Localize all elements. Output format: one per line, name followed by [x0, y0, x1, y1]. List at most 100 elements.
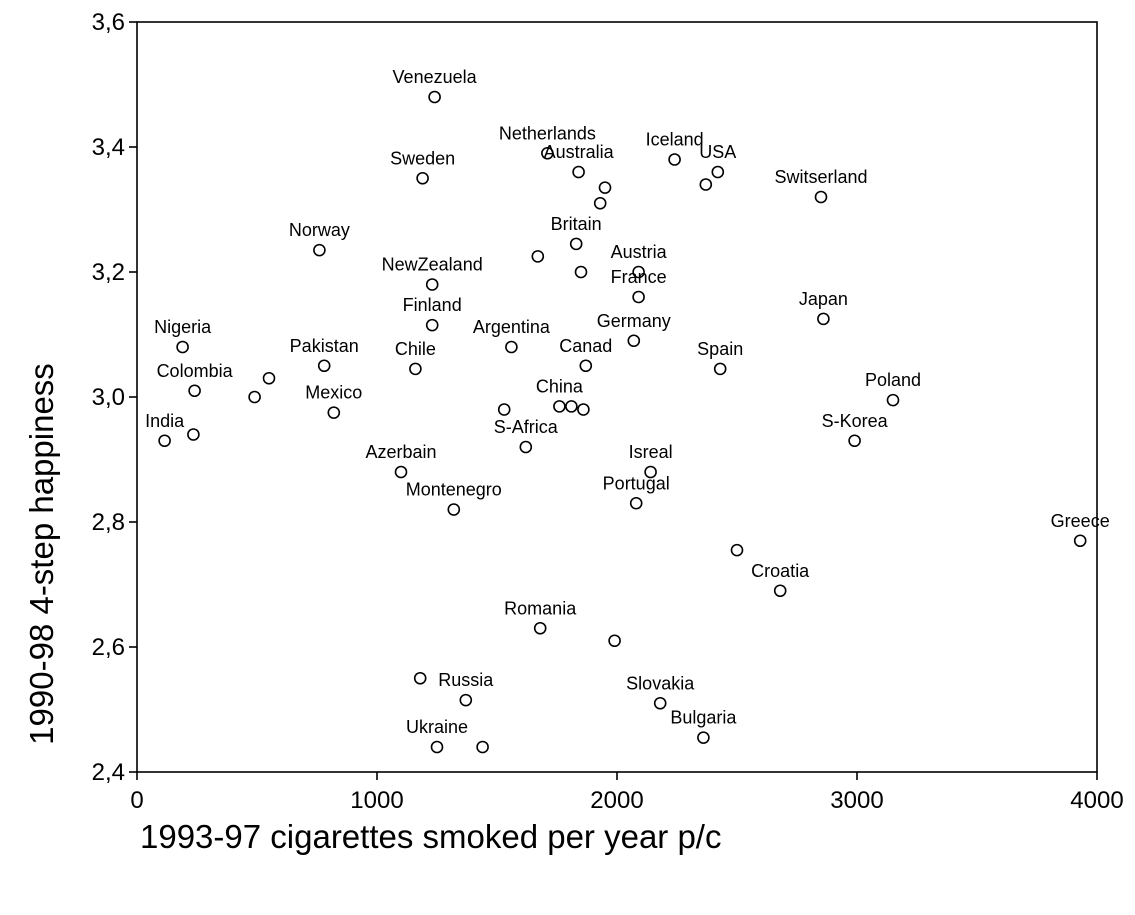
data-point [187, 428, 200, 441]
y-tick-label: 3,4 [92, 134, 125, 161]
point-label: USA [699, 142, 736, 162]
data-point [497, 403, 511, 416]
data-point [565, 400, 578, 413]
data-point [158, 434, 171, 448]
point-label: Iceland [646, 130, 704, 150]
x-tick-label: 4000 [1070, 787, 1123, 814]
data-point [188, 384, 201, 398]
data-point [814, 190, 828, 204]
data-point [428, 90, 441, 104]
point-label: NewZealand [382, 255, 483, 275]
data-point [644, 465, 657, 479]
point-label: France [611, 267, 667, 287]
point-label: Ukraine [406, 717, 468, 737]
point-label: Austria [611, 242, 668, 262]
x-tick-label: 0 [130, 787, 143, 814]
x-tick-label: 2000 [590, 787, 643, 814]
y-tick-label: 2,6 [92, 634, 125, 661]
data-point [425, 278, 439, 291]
data-point [668, 153, 681, 166]
data-point [598, 181, 612, 194]
data-point [773, 584, 787, 598]
y-axis: 2,4 2,6 2,8 3,0 3,2 3,4 3,6 [92, 9, 137, 786]
data-point [653, 696, 667, 710]
data-point [817, 312, 830, 326]
y-tick-label: 2,8 [92, 509, 125, 536]
point-label: Chile [395, 339, 436, 359]
data-point [632, 265, 645, 279]
y-axis-title: 1990-98 4-step happiness [23, 363, 60, 745]
data-point [579, 359, 593, 373]
point-label: Switserland [774, 167, 867, 187]
plot-frame [136, 21, 1098, 773]
data-point [711, 165, 725, 179]
data-point [327, 406, 341, 419]
point-label: Slovakia [626, 673, 695, 693]
data-point [248, 390, 261, 404]
data-point [531, 250, 545, 263]
data-point [569, 237, 583, 251]
y-tick-label: 3,6 [92, 9, 125, 36]
data-point [627, 334, 641, 348]
data-point [394, 465, 408, 479]
data-point [593, 196, 607, 210]
point-label: Montenegro [406, 480, 502, 500]
point-label: Romania [504, 598, 577, 618]
point-label: Isreal [629, 442, 673, 462]
y-tick-label: 2,4 [92, 759, 125, 786]
point-label: Russia [438, 670, 494, 690]
data-point [476, 740, 489, 754]
data-point [577, 403, 590, 416]
point-label: Poland [865, 370, 921, 390]
point-label: Britain [551, 214, 602, 234]
point-label: India [145, 411, 185, 431]
point-label: Greece [1051, 511, 1110, 531]
point-label: Norway [289, 220, 350, 240]
data-point [447, 503, 461, 516]
data-point [313, 243, 326, 257]
data-point [713, 362, 727, 376]
point-label: S-Korea [822, 411, 889, 431]
data-point [533, 621, 547, 635]
point-label: Germany [597, 311, 671, 331]
data-point [416, 171, 429, 185]
point-label: S-Africa [494, 417, 559, 437]
x-tick-label: 1000 [350, 787, 403, 814]
data-point [574, 265, 588, 279]
data-point [425, 318, 439, 332]
data-point [317, 359, 331, 373]
point-label: Spain [697, 339, 743, 359]
x-tick-label: 3000 [830, 787, 883, 814]
point-label: Bulgaria [670, 708, 737, 728]
data-point [1073, 534, 1087, 548]
point-label: China [536, 376, 584, 396]
point-label: Argentina [473, 317, 551, 337]
data-point [176, 340, 189, 354]
y-tick-label: 3,2 [92, 259, 125, 286]
data-point [699, 178, 713, 191]
point-label: Finland [403, 295, 462, 315]
data-point [572, 165, 585, 179]
point-label: Portugal [603, 473, 670, 493]
point-label: Croatia [751, 561, 810, 581]
data-point [697, 731, 710, 744]
point-label: Japan [799, 289, 848, 309]
data-point [848, 434, 861, 448]
point-label: Azerbain [365, 442, 436, 462]
data-point [459, 693, 473, 707]
data-point [629, 496, 643, 510]
point-label: Pakistan [290, 336, 359, 356]
point-label: Canad [559, 336, 612, 356]
point-label: Venezuela [393, 67, 478, 87]
point-label: Australia [544, 142, 615, 162]
point-label: Colombia [157, 361, 234, 381]
data-point [553, 400, 566, 413]
data-point [886, 393, 900, 407]
x-axis: 0 1000 2000 3000 4000 [130, 772, 1124, 814]
data-point [430, 740, 444, 754]
data-point [413, 671, 427, 685]
point-label: Mexico [305, 383, 362, 403]
x-axis-title: 1993-97 cigarettes smoked per year p/c [140, 818, 721, 855]
data-point [262, 371, 276, 385]
